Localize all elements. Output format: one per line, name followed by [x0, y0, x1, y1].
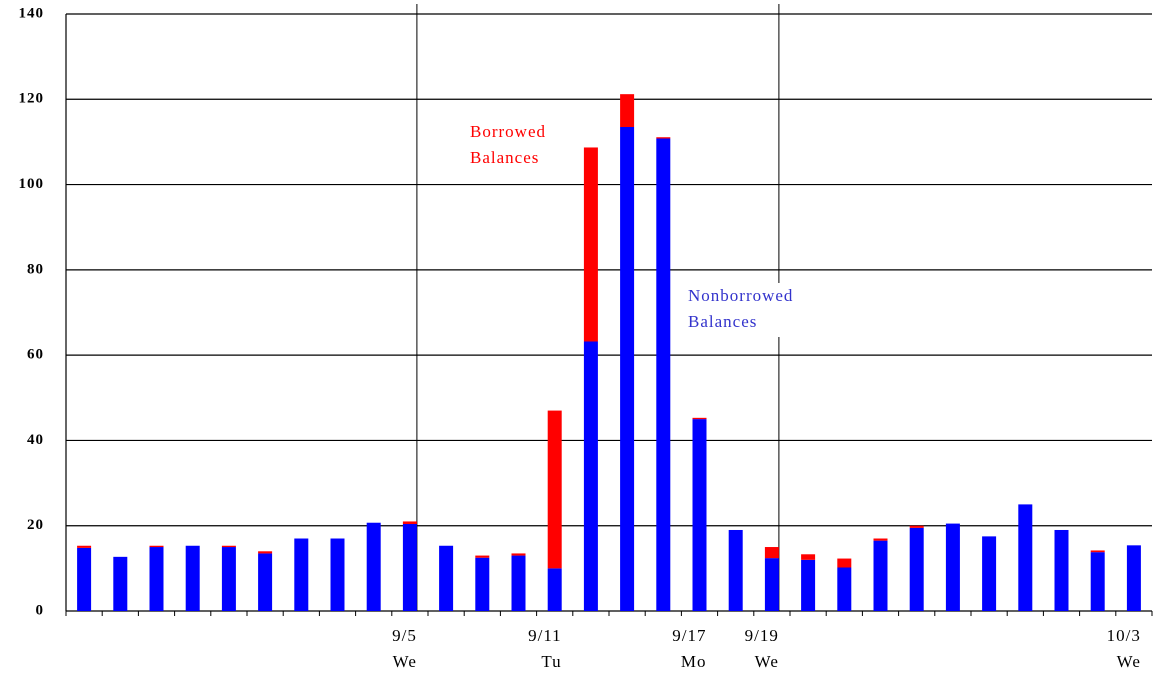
bar-segment: [764, 547, 779, 559]
annotation: Nonborrowed: [688, 286, 793, 305]
bar-segment: [1090, 550, 1105, 553]
x-tick-label: Mo: [681, 652, 707, 671]
bar-segment: [547, 410, 562, 569]
bar-segment: [801, 559, 816, 611]
bar-segment: [511, 555, 526, 611]
bar-segment: [583, 147, 598, 342]
bar-segment: [439, 545, 454, 611]
x-tick-label: We: [393, 652, 417, 671]
bar-segment: [366, 522, 381, 611]
bar-segment: [330, 538, 345, 611]
bar-segment: [113, 556, 128, 611]
bar-segment: [909, 525, 924, 528]
x-tick-label: 9/11: [528, 626, 562, 645]
y-tick-label: 40: [27, 432, 44, 448]
bar-segment: [837, 558, 852, 568]
bar-segment: [1126, 545, 1141, 611]
bar-segment: [1090, 552, 1105, 611]
bar-segment: [1018, 504, 1033, 611]
bar-segment: [764, 558, 779, 611]
y-tick-label: 120: [19, 91, 45, 107]
bar-segment: [475, 555, 490, 558]
bar-segment: [258, 553, 273, 611]
annotation-bg: [685, 283, 802, 337]
bar-segment: [945, 523, 960, 611]
bar-segment: [475, 557, 490, 611]
y-tick-label: 20: [27, 517, 44, 533]
bar-segment: [728, 529, 743, 611]
bar-segment: [402, 524, 417, 611]
bar-segment: [583, 341, 598, 611]
x-tick-label: Tu: [541, 652, 561, 671]
bar-segment: [620, 94, 635, 128]
annotation: Balances: [688, 312, 757, 331]
bar-segment: [149, 545, 164, 548]
x-tick-label: 9/17: [672, 626, 706, 645]
y-tick-label: 140: [19, 5, 45, 21]
bar-segment: [837, 567, 852, 611]
bar-segment: [620, 127, 635, 611]
bar-segment: [402, 521, 417, 525]
annotation: Balances: [470, 148, 539, 167]
x-tick-label: 10/3: [1107, 626, 1141, 645]
bar-segment: [149, 547, 164, 611]
bar-segment: [873, 540, 888, 611]
bar-segment: [656, 137, 671, 139]
bar-segment: [656, 138, 671, 611]
bar-segment: [547, 568, 562, 611]
bar-segment: [909, 527, 924, 611]
bar-segment: [77, 545, 92, 548]
x-tick-label: 9/19: [745, 626, 779, 645]
bar-segment: [221, 547, 236, 611]
annotation-bg: [467, 119, 552, 173]
y-tick-label: 80: [27, 261, 44, 277]
x-tick-label: 9/5: [392, 626, 417, 645]
bar-segment: [511, 553, 526, 556]
y-tick-label: 100: [19, 176, 45, 192]
bar-segment: [77, 547, 92, 611]
bar-segment: [221, 545, 236, 548]
bar-segment: [982, 536, 997, 611]
y-tick-label: 60: [27, 347, 44, 363]
y-tick-label: 0: [36, 602, 45, 618]
bar-segment: [692, 417, 707, 420]
bar-segment: [873, 538, 888, 541]
x-tick-label: We: [755, 652, 779, 671]
bar-segment: [801, 554, 816, 560]
annotation: Borrowed: [470, 122, 546, 141]
bar-segment: [258, 551, 273, 554]
x-tick-label: We: [1117, 652, 1141, 671]
bar-segment: [294, 538, 309, 611]
bar-segment: [185, 545, 200, 611]
bar-segment: [1054, 529, 1069, 611]
bar-segment: [692, 419, 707, 611]
